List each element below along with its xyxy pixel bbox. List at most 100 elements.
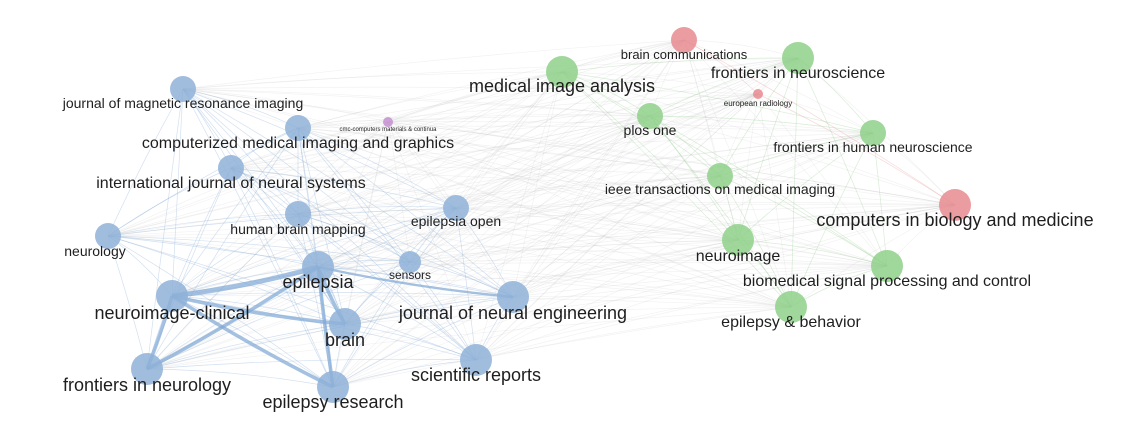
- node-finneurology[interactable]: [131, 353, 163, 385]
- network-edge: [332, 175, 721, 388]
- network-edge: [297, 127, 792, 308]
- network-edge: [475, 132, 874, 361]
- network-edge: [317, 266, 477, 361]
- network-edge: [171, 39, 685, 297]
- node-label-fhn: frontiers in human neuroscience: [773, 139, 972, 155]
- network-edge: [171, 266, 319, 297]
- node-epbeh[interactable]: [775, 291, 807, 323]
- node-eurorad[interactable]: [753, 89, 763, 99]
- network-edge: [387, 121, 888, 267]
- node-braincomm[interactable]: [671, 27, 697, 53]
- network-edge: [171, 207, 457, 297]
- network-edge: [182, 88, 739, 241]
- node-neurology[interactable]: [95, 223, 121, 249]
- node-nicl[interactable]: [156, 280, 188, 312]
- network-edge: [182, 88, 299, 215]
- node-label-finneurology: frontiers in neurology: [63, 375, 231, 395]
- network-edge: [683, 39, 874, 134]
- node-label-bspc: biomedical signal processing and control: [743, 273, 1031, 290]
- network-edge: [297, 127, 319, 268]
- network-edge: [146, 239, 739, 370]
- node-label-braincomm: brain communications: [621, 47, 748, 62]
- network-edge: [475, 175, 721, 361]
- node-label-cmc: cmc-computers materials & continua: [339, 127, 437, 133]
- node-neuroimage[interactable]: [722, 224, 754, 256]
- node-plosone[interactable]: [637, 103, 663, 129]
- network-edge: [146, 127, 299, 370]
- network-edge: [297, 39, 685, 129]
- node-mia[interactable]: [546, 56, 578, 88]
- label-layer: journal of magnetic resonance imaging com…: [62, 47, 1094, 412]
- network-edge: [171, 175, 721, 297]
- network-edge: [107, 132, 874, 237]
- network-edge: [146, 132, 874, 370]
- network-edge: [107, 207, 457, 237]
- node-cmc[interactable]: [383, 117, 393, 127]
- node-epres[interactable]: [317, 371, 349, 403]
- network-edge: [332, 39, 685, 388]
- network-edge: [561, 57, 799, 73]
- network-edge: [475, 71, 563, 361]
- node-finneuroscience[interactable]: [782, 42, 814, 74]
- network-edge: [182, 88, 319, 268]
- network-edge: [297, 127, 346, 325]
- network-edge: [455, 207, 739, 241]
- network-edge: [230, 167, 457, 209]
- network-edge: [409, 239, 739, 263]
- network-edge: [297, 213, 514, 298]
- node-label-jne: journal of neural engineering: [398, 303, 627, 323]
- network-edge: [182, 88, 411, 263]
- node-brain[interactable]: [329, 308, 361, 340]
- network-edge: [297, 175, 721, 215]
- network-edge: [107, 235, 148, 370]
- network-edge: [230, 166, 721, 177]
- network-edge: [107, 115, 651, 237]
- node-jmri[interactable]: [170, 76, 196, 102]
- network-edge: [872, 132, 888, 267]
- node-label-mia: medical image analysis: [469, 76, 655, 96]
- network-edge: [230, 121, 389, 169]
- network-edge: [455, 115, 651, 209]
- network-edge: [182, 88, 721, 177]
- node-scirep[interactable]: [460, 344, 492, 376]
- network-edge: [182, 88, 346, 325]
- network-edge: [230, 167, 739, 241]
- node-tmi[interactable]: [707, 163, 733, 189]
- network-edge: [171, 295, 792, 308]
- network-edge: [182, 88, 792, 308]
- node-epilepsiaopen[interactable]: [443, 195, 469, 221]
- network-edge: [146, 204, 956, 370]
- node-cbm[interactable]: [939, 189, 971, 221]
- network-edge: [719, 132, 874, 177]
- node-hbm[interactable]: [285, 201, 311, 227]
- node-ijns[interactable]: [218, 155, 244, 181]
- node-bspc[interactable]: [871, 250, 903, 282]
- node-layer: [95, 27, 971, 403]
- network-edge: [512, 39, 685, 298]
- network-edge: [230, 115, 651, 169]
- node-jne[interactable]: [497, 281, 529, 313]
- network-edge: [512, 265, 888, 298]
- network-edge: [230, 57, 799, 169]
- network-edge: [146, 175, 721, 370]
- network-edge: [297, 39, 685, 215]
- network-edge: [317, 39, 685, 268]
- node-cmig[interactable]: [285, 115, 311, 141]
- node-epilepsia[interactable]: [302, 251, 334, 283]
- network-edge: [409, 93, 759, 263]
- network-edge: [512, 93, 759, 298]
- network-edge: [171, 292, 514, 298]
- network-edge: [317, 93, 759, 268]
- network-edge: [171, 93, 759, 297]
- network-edge: [146, 93, 759, 370]
- node-fhn[interactable]: [860, 120, 886, 146]
- node-sensors[interactable]: [399, 251, 421, 273]
- network-edge: [475, 239, 739, 361]
- network-edge: [649, 115, 739, 241]
- network-edge: [455, 132, 874, 209]
- network-edge: [512, 132, 874, 298]
- network-edge: [387, 121, 721, 177]
- network-edge: [737, 57, 799, 241]
- network-edge: [297, 127, 956, 206]
- network-edge: [512, 239, 739, 298]
